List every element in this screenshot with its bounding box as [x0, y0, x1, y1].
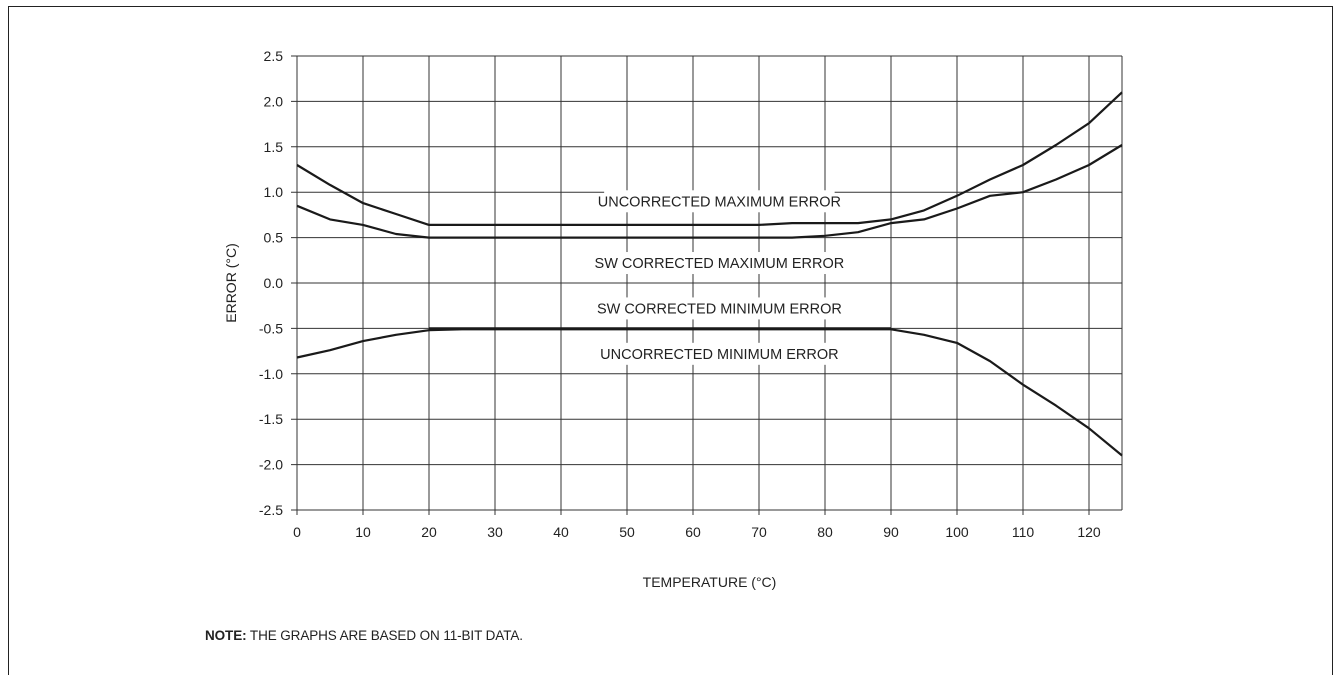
note-label: NOTE:: [205, 628, 247, 643]
y-tick-label: -2.0: [259, 457, 283, 473]
note-text: THE GRAPHS ARE BASED ON 11-BIT DATA.: [249, 628, 523, 643]
y-axis-label: ERROR (°C): [223, 243, 239, 322]
y-tick-label: 0.5: [264, 230, 284, 246]
annotation-label: UNCORRECTED MAXIMUM ERROR: [598, 194, 841, 210]
y-tick-label: 1.5: [264, 139, 284, 155]
y-tick-label: 1.0: [264, 184, 284, 200]
x-tick-label: 110: [1012, 524, 1035, 540]
x-tick-label: 10: [355, 524, 371, 540]
y-tick-label: -1.0: [259, 366, 283, 382]
x-tick-label: 80: [817, 524, 833, 540]
annotation-background: [599, 252, 840, 275]
annotation-background: [604, 190, 835, 213]
x-tick-label: 50: [619, 524, 635, 540]
x-tick-label: 100: [945, 524, 969, 540]
annotation-background: [604, 342, 835, 365]
series-line-1: [296, 91, 1123, 226]
annotation-label: SW CORRECTED MINIMUM ERROR: [597, 301, 842, 317]
annotation-background: [599, 297, 840, 320]
y-tick-label: 0.0: [264, 275, 284, 291]
y-tick-label: -0.5: [259, 320, 283, 336]
y-tick-label: -2.5: [259, 502, 283, 518]
series-line-4: [296, 328, 1123, 457]
x-tick-label: 60: [685, 524, 701, 540]
x-tick-label: 0: [293, 524, 301, 540]
y-tick-label: 2.5: [264, 48, 284, 64]
y-tick-label: 2.0: [264, 93, 284, 109]
x-axis-label: TEMPERATURE (°C): [643, 574, 777, 590]
x-tick-label: 30: [487, 524, 503, 540]
x-tick-label: 40: [553, 524, 569, 540]
x-tick-label: 120: [1077, 524, 1101, 540]
footnote: NOTE: THE GRAPHS ARE BASED ON 11-BIT DAT…: [205, 628, 523, 643]
figure-frame: [8, 6, 1333, 675]
error-vs-temperature-chart: 0 10 20 30 40 50 60 70 80 90 100 110 120 2.5 2.0 1.5 1.0…: [223, 48, 1123, 590]
x-tick-label: 90: [883, 524, 899, 540]
x-tick-label: 70: [751, 524, 767, 540]
y-tick-label: -1.5: [259, 411, 283, 427]
x-tick-label: 20: [421, 524, 437, 540]
annotation-label: SW CORRECTED MAXIMUM ERROR: [595, 256, 845, 272]
annotation-label: UNCORRECTED MINIMUM ERROR: [600, 347, 838, 363]
series-line-2: [296, 144, 1123, 239]
